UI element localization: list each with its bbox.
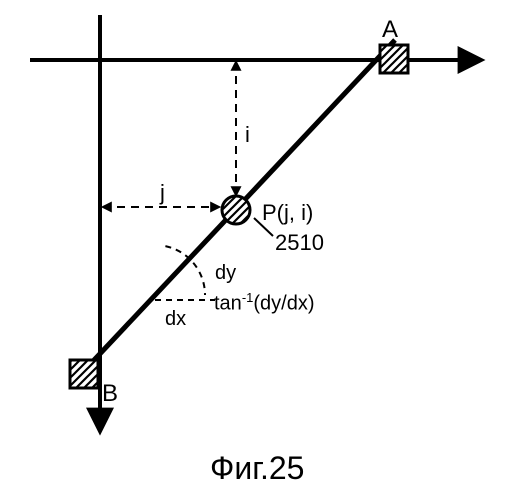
point-B [70,360,98,388]
label-P-ref: 2510 [275,230,324,256]
label-A: A [382,16,398,44]
label-j: j [160,180,165,206]
point-A [380,45,408,73]
label-i: i [245,122,250,148]
label-P: P(j, i) [262,200,313,226]
formula-post: (dy/dx) [253,293,314,315]
label-dx: dx [165,308,186,331]
label-formula: tan-1(dy/dx) [214,290,315,316]
label-dy: dy [215,262,236,285]
formula-pre: tan [214,293,242,315]
figure-caption: Фиг.25 [210,450,304,487]
point-P [222,196,250,224]
angle-arc [165,246,205,295]
formula-sup: -1 [242,290,254,305]
label-B: B [102,380,118,408]
